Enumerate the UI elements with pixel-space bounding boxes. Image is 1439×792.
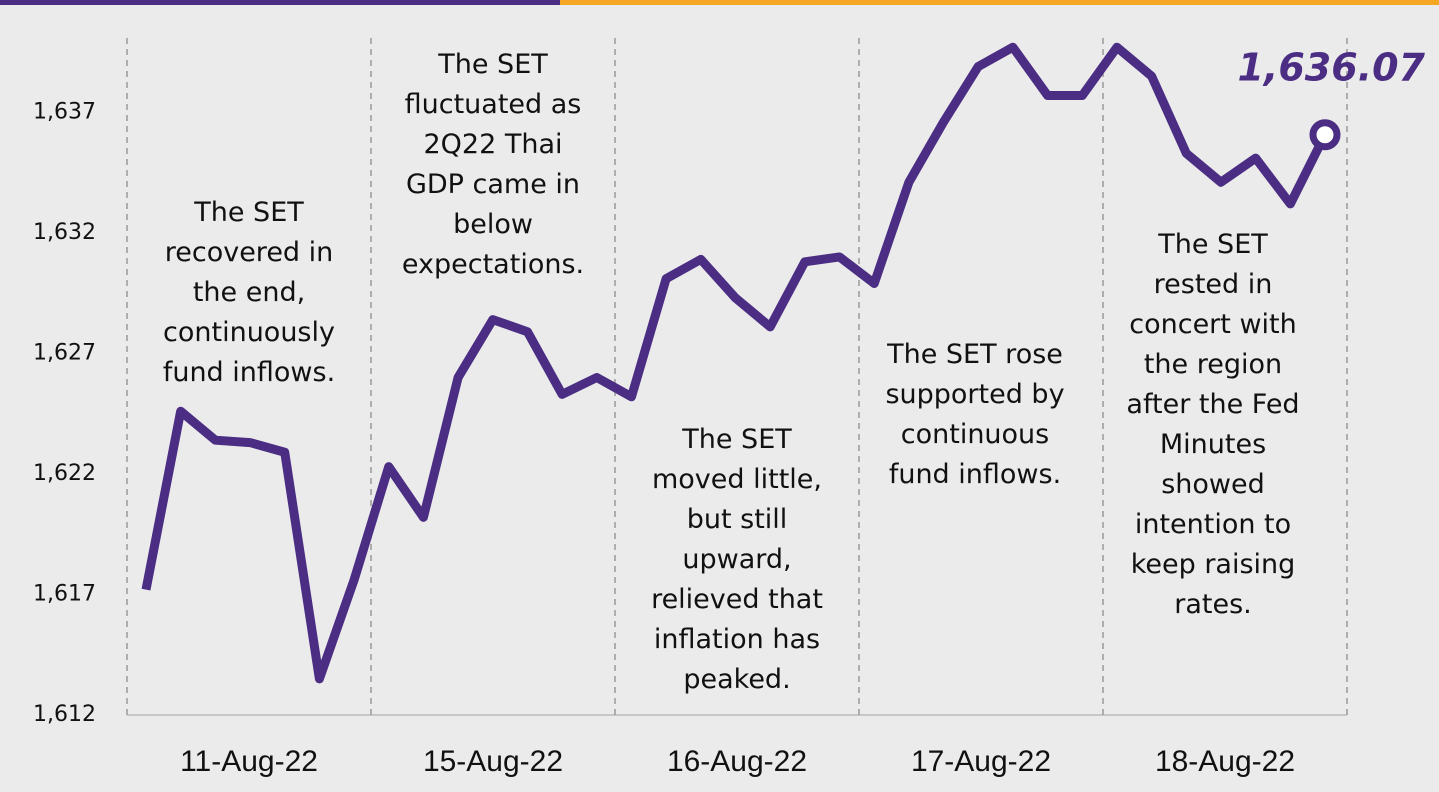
value-label: 1,636.07 — [1237, 46, 1425, 90]
y-tick-label: 1,637 — [33, 99, 96, 124]
last-point — [1309, 119, 1341, 151]
y-tick-label: 1,612 — [33, 702, 96, 727]
annotation: The SET rose supported by continuous fun… — [885, 339, 1065, 490]
x-tick-label: 11-Aug-22 — [180, 745, 318, 778]
y-tick-label: 1,627 — [33, 340, 96, 365]
series-line — [141, 42, 1330, 684]
y-tick-label: 1,632 — [33, 220, 96, 245]
top-bar — [0, 0, 560, 5]
annotation: The SET rested in concert with the regio… — [1126, 229, 1300, 620]
top-bar — [560, 0, 1439, 5]
x-tick-label: 15-Aug-22 — [423, 745, 563, 778]
x-tick-label: 16-Aug-22 — [667, 745, 807, 778]
y-tick-label: 1,622 — [33, 461, 96, 486]
x-tick-label: 18-Aug-22 — [1155, 745, 1295, 778]
annotation: The SET recovered in the end, continuous… — [162, 197, 336, 388]
annotation: The SET moved little, but still upward, … — [651, 424, 823, 695]
y-tick-label: 1,617 — [33, 581, 96, 606]
annotation: The SET fluctuated as 2Q22 Thai GDP came… — [401, 49, 585, 280]
x-tick-label: 17-Aug-22 — [911, 745, 1051, 778]
